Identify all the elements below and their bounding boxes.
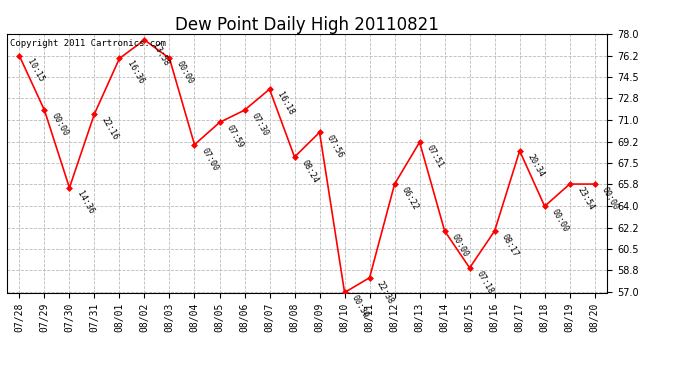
Text: 22:38: 22:38 xyxy=(375,279,395,305)
Text: 22:16: 22:16 xyxy=(100,115,120,141)
Text: 06:22: 06:22 xyxy=(400,186,420,211)
Text: 07:18: 07:18 xyxy=(475,269,495,296)
Text: 08:17: 08:17 xyxy=(500,232,520,258)
Text: 00:39: 00:39 xyxy=(350,294,371,320)
Text: 00:00: 00:00 xyxy=(550,208,571,234)
Text: 16:36: 16:36 xyxy=(125,60,146,86)
Text: 07:00: 07:00 xyxy=(200,146,220,172)
Text: 23:54: 23:54 xyxy=(575,186,595,211)
Text: 07:59: 07:59 xyxy=(225,124,246,150)
Text: 00:00: 00:00 xyxy=(175,60,195,86)
Text: 00:00: 00:00 xyxy=(50,111,70,138)
Text: 10:15: 10:15 xyxy=(25,57,46,84)
Text: 16:18: 16:18 xyxy=(275,91,295,117)
Text: 13:58: 13:58 xyxy=(150,41,170,68)
Text: 07:56: 07:56 xyxy=(325,134,346,160)
Text: 14:36: 14:36 xyxy=(75,189,95,215)
Title: Dew Point Daily High 20110821: Dew Point Daily High 20110821 xyxy=(175,16,439,34)
Text: 07:30: 07:30 xyxy=(250,111,270,138)
Text: 00:00: 00:00 xyxy=(600,186,620,211)
Text: 20:34: 20:34 xyxy=(525,152,546,178)
Text: Copyright 2011 Cartronics.com: Copyright 2011 Cartronics.com xyxy=(10,39,166,48)
Text: 07:51: 07:51 xyxy=(425,144,446,170)
Text: 00:00: 00:00 xyxy=(450,232,471,258)
Text: 08:24: 08:24 xyxy=(300,158,320,184)
